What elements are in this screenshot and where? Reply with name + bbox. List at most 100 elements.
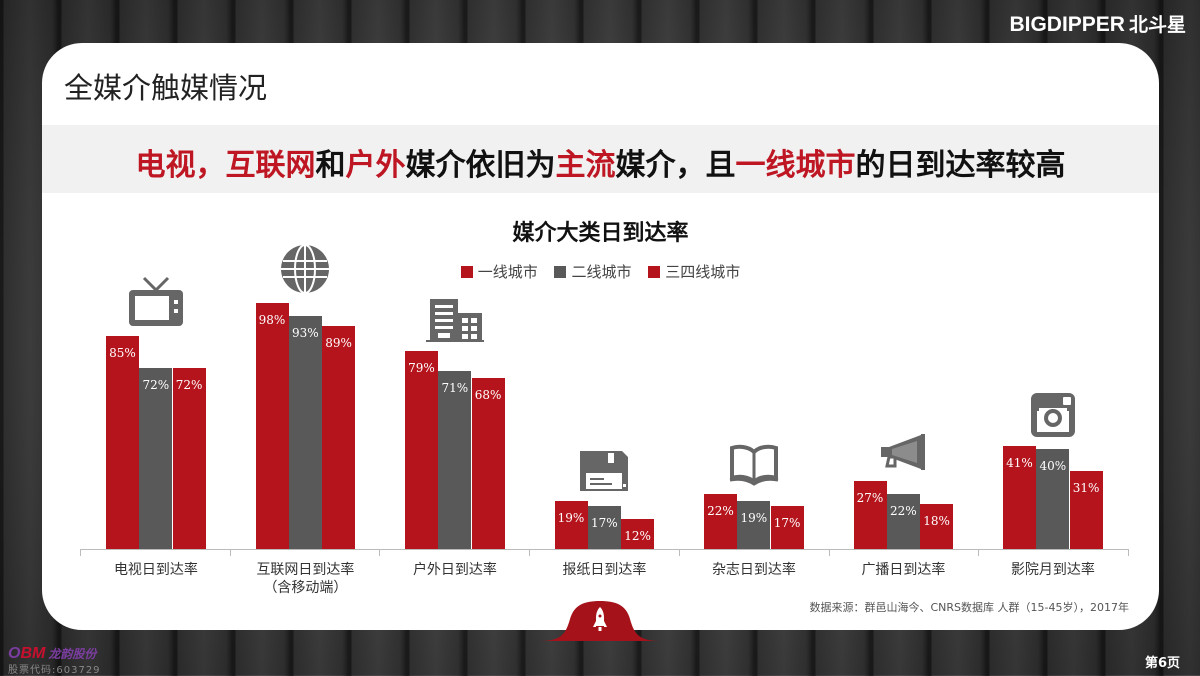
bar-1-6: 27% bbox=[853, 481, 887, 549]
floppy-disk-icon bbox=[578, 449, 630, 497]
x-axis-tick bbox=[978, 549, 980, 556]
bar-3-6: 18% bbox=[920, 503, 954, 549]
page-number: 第6页 bbox=[1144, 656, 1180, 671]
bar-value-label: 17% bbox=[773, 516, 801, 531]
headline-text: 电视，互联网和户外媒介依旧为主流媒介，且一线城市的日到达率较高 bbox=[42, 140, 1159, 184]
bar-value-label: 85% bbox=[109, 345, 136, 360]
x-axis-tick bbox=[678, 549, 680, 556]
bar-value-label: 93% bbox=[291, 325, 319, 340]
x-axis-tick bbox=[229, 549, 231, 556]
legend-swatch bbox=[554, 266, 567, 278]
bar-value-label: 17% bbox=[590, 516, 618, 531]
bar-1-7: 41% bbox=[1003, 446, 1036, 549]
legend-item-tier3: 三四线城市 bbox=[648, 261, 740, 282]
slide-card: 全媒介触媒情况 电视，互联网和户外媒介依旧为主流媒介，且一线城市的日到达率较高 … bbox=[42, 43, 1159, 630]
legend-item-tier1: 一线城市 bbox=[460, 261, 538, 282]
bar-value-label: 40% bbox=[1039, 458, 1067, 473]
x-axis-category-label: 影院月到达率 bbox=[1010, 562, 1095, 578]
headline-highlight: 电视， bbox=[135, 148, 226, 183]
tv-icon bbox=[127, 276, 185, 332]
brand-logo: BIGDIPPER 北斗星 bbox=[1009, 10, 1186, 37]
bar-3-3: 68% bbox=[471, 378, 505, 549]
bar-value-label: 41% bbox=[1006, 456, 1033, 471]
stock-code: 股票代码:603729 bbox=[8, 665, 101, 676]
headline-segment: 的日到达率较高 bbox=[855, 148, 1066, 183]
company-logo: OBM 龙韵股份 股票代码:603729 bbox=[8, 645, 101, 676]
x-axis bbox=[80, 549, 1128, 550]
bar-2-4: 17% bbox=[587, 506, 621, 549]
headline-highlight: 互联网 bbox=[225, 148, 316, 183]
logo-mark: OBM bbox=[8, 645, 46, 662]
camera-icon bbox=[1030, 392, 1076, 442]
bar-2-2: 93% bbox=[288, 315, 322, 549]
slide-title: 全媒介触媒情况 bbox=[64, 71, 268, 105]
globe-icon bbox=[279, 243, 331, 299]
bar-value-label: 19% bbox=[557, 511, 585, 526]
x-axis-tick bbox=[828, 549, 830, 556]
headline-highlight: 户外 bbox=[345, 148, 406, 183]
bar-value-label: 18% bbox=[923, 513, 950, 528]
bar-1-3: 79% bbox=[405, 350, 438, 549]
bar-2-5: 19% bbox=[737, 501, 771, 549]
chart-plot-area: 85% 72% 72% 98% 93% 89% 79% 71% 68% 19% 17% 12% 22% 1… bbox=[42, 43, 1159, 630]
x-axis-category-label: 电视日到达率 bbox=[113, 562, 198, 578]
bar-value-label: 22% bbox=[707, 503, 734, 518]
bar-value-label: 98% bbox=[258, 313, 286, 328]
x-axis-category-label: 报纸日到达率 bbox=[562, 562, 647, 578]
legend-swatch bbox=[460, 266, 473, 278]
x-axis-tick bbox=[379, 549, 381, 556]
bar-1-1: 85% bbox=[106, 335, 139, 549]
chart-legend: 一线城市 二线城市 三四线城市 bbox=[42, 261, 1159, 282]
bar-2-3: 71% bbox=[438, 370, 472, 549]
rocket-icon bbox=[593, 607, 607, 631]
bar-value-label: 72% bbox=[142, 378, 170, 393]
bar-value-label: 22% bbox=[889, 503, 917, 518]
bar-value-label: 31% bbox=[1072, 481, 1100, 496]
bar-2-6: 22% bbox=[886, 493, 920, 549]
bar-1-2: 98% bbox=[255, 303, 289, 549]
book-icon bbox=[728, 442, 780, 490]
legend-label: 三四线城市 bbox=[665, 263, 741, 281]
headline-segment: 和 bbox=[315, 148, 346, 183]
headline-highlight: 一线城市 bbox=[735, 148, 856, 183]
x-axis-category-label: 广播日到达率 bbox=[861, 562, 946, 578]
data-source-note: 数据来源：群邑山海今、CNRS数据库 人群（15-45岁），2017年 bbox=[809, 601, 1130, 614]
headline-segment: 媒介依旧为 bbox=[405, 148, 556, 183]
bar-value-label: 19% bbox=[740, 511, 768, 526]
x-axis-category-label: 互联网日到达率 （含移动端） bbox=[256, 562, 355, 596]
bar-value-label: 79% bbox=[408, 360, 435, 375]
headline-banner: 电视，互联网和户外媒介依旧为主流媒介，且一线城市的日到达率较高 bbox=[42, 125, 1159, 193]
bar-2-1: 72% bbox=[139, 368, 173, 549]
x-axis-tick bbox=[80, 549, 81, 556]
bar-3-5: 17% bbox=[770, 506, 804, 549]
legend-item-tier2: 二线城市 bbox=[554, 261, 632, 282]
x-axis-tick bbox=[1127, 549, 1129, 556]
brand-latin: BIGDIPPER bbox=[1009, 13, 1125, 36]
bar-1-5: 22% bbox=[704, 493, 737, 549]
x-axis-category-label: 杂志日到达率 bbox=[711, 562, 796, 578]
bar-3-4: 12% bbox=[621, 518, 655, 549]
headline-highlight: 主流 bbox=[555, 148, 616, 183]
bar-value-label: 71% bbox=[441, 380, 469, 395]
x-axis-tick bbox=[529, 549, 531, 556]
rocket-tab bbox=[540, 601, 660, 641]
legend-swatch bbox=[648, 266, 661, 278]
x-axis-category-label: 户外日到达率 bbox=[412, 562, 497, 578]
legend-label: 二线城市 bbox=[571, 263, 632, 281]
legend-label: 一线城市 bbox=[477, 263, 538, 281]
brand-cn: 北斗星 bbox=[1128, 15, 1186, 36]
bar-3-2: 89% bbox=[322, 325, 356, 549]
building-icon bbox=[425, 297, 484, 347]
bar-3-1: 72% bbox=[172, 368, 206, 549]
chart-title: 媒介大类日到达率 bbox=[512, 221, 689, 246]
bar-value-label: 68% bbox=[474, 388, 502, 403]
bar-value-label: 72% bbox=[175, 378, 203, 393]
headline-segment: 媒介，且 bbox=[615, 148, 736, 183]
bar-3-7: 31% bbox=[1069, 471, 1103, 549]
company-name: 龙韵股份 bbox=[48, 647, 97, 661]
bar-value-label: 27% bbox=[856, 491, 884, 506]
bar-1-4: 19% bbox=[554, 501, 588, 549]
megaphone-icon bbox=[879, 433, 927, 477]
bar-value-label: 12% bbox=[624, 528, 651, 543]
bar-2-7: 40% bbox=[1036, 448, 1070, 549]
